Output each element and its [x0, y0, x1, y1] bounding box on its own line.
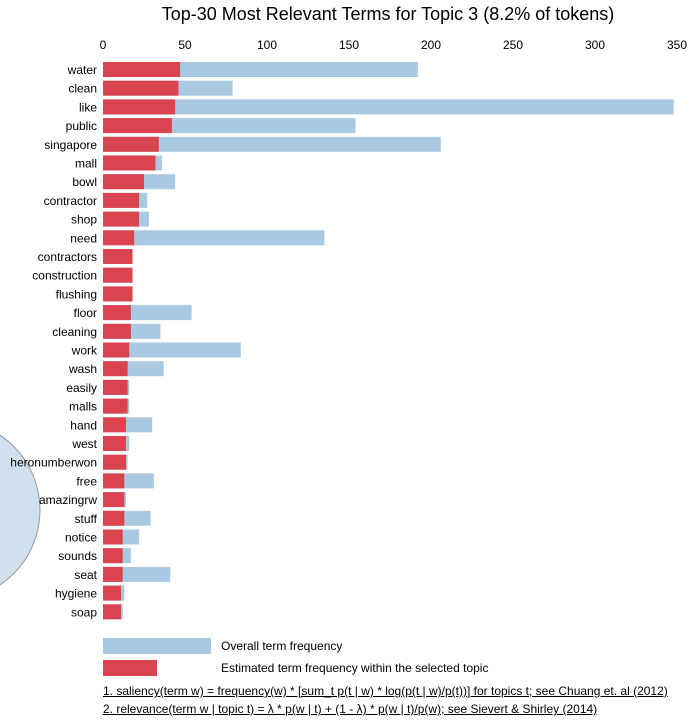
term-label-clean[interactable]: clean: [68, 82, 97, 96]
x-tick-label: 50: [178, 38, 192, 52]
legend-swatch-overall: [103, 638, 211, 654]
x-tick-label: 350: [667, 38, 687, 52]
legend-label-overall: Overall term frequency: [221, 639, 342, 653]
term-label-seat[interactable]: seat: [74, 568, 97, 582]
term-label-singapore[interactable]: singapore: [44, 138, 97, 152]
x-tick-label: 100: [257, 38, 277, 52]
bar-overall-singapore[interactable]: [103, 136, 441, 152]
x-tick-label: 250: [503, 38, 523, 52]
bar-topic-malls[interactable]: [103, 398, 128, 414]
bar-topic-floor[interactable]: [103, 305, 131, 321]
bars: [103, 62, 674, 620]
bar-topic-heronumberwon[interactable]: [103, 454, 126, 470]
term-label-hand[interactable]: hand: [70, 418, 97, 432]
bar-topic-need[interactable]: [103, 230, 135, 246]
term-label-soap[interactable]: soap: [71, 605, 97, 619]
bar-overall-need[interactable]: [103, 230, 325, 246]
legend-swatch-topic: [103, 660, 157, 676]
term-label-notice[interactable]: notice: [65, 531, 97, 545]
bar-topic-flushing[interactable]: [103, 286, 133, 302]
bar-topic-notice[interactable]: [103, 529, 123, 545]
topic-circle[interactable]: [0, 420, 41, 600]
bar-topic-work[interactable]: [103, 342, 130, 358]
term-labels: water clean like public singapore mall bowl con…: [10, 63, 98, 619]
bar-topic-soap[interactable]: [103, 604, 122, 620]
bar-topic-stuff[interactable]: [103, 510, 125, 526]
term-label-construction[interactable]: construction: [32, 269, 97, 283]
term-label-stuff[interactable]: stuff: [75, 512, 98, 526]
term-label-west[interactable]: west: [71, 437, 97, 451]
term-label-easily[interactable]: easily: [66, 381, 97, 395]
bar-overall-water[interactable]: [103, 62, 418, 77]
term-label-amazingrw[interactable]: amazingrw: [39, 493, 97, 507]
term-label-like[interactable]: like: [79, 100, 97, 114]
bar-topic-easily[interactable]: [103, 379, 128, 395]
bar-topic-free[interactable]: [103, 473, 125, 489]
term-label-floor[interactable]: floor: [74, 306, 97, 320]
bar-topic-seat[interactable]: [103, 566, 123, 582]
bar-topic-west[interactable]: [103, 436, 126, 451]
x-tick-label: 0: [100, 38, 107, 52]
x-tick-label: 150: [339, 38, 359, 52]
term-label-contractors[interactable]: contractors: [38, 250, 97, 264]
term-label-work[interactable]: work: [71, 344, 98, 358]
bar-topic-cleaning[interactable]: [103, 323, 131, 339]
bar-topic-bowl[interactable]: [103, 174, 144, 190]
bar-topic-mall[interactable]: [103, 155, 156, 171]
bar-topic-construction[interactable]: [103, 267, 133, 283]
bar-overall-like[interactable]: [103, 99, 674, 115]
term-label-heronumberwon[interactable]: heronumberwon: [10, 456, 97, 470]
term-label-need[interactable]: need: [70, 231, 97, 245]
term-label-shop[interactable]: shop: [71, 213, 97, 227]
term-label-cleaning[interactable]: cleaning: [52, 325, 97, 339]
legend-label-topic: Estimated term frequency within the sele…: [221, 661, 488, 675]
chart-title: Top-30 Most Relevant Terms for Topic 3 (…: [162, 4, 615, 24]
bar-topic-clean[interactable]: [103, 80, 179, 96]
x-tick-label: 200: [421, 38, 441, 52]
footnote-saliency[interactable]: 1. saliency(term w) = frequency(w) * [su…: [103, 684, 668, 698]
bar-topic-like[interactable]: [103, 99, 176, 115]
bar-topic-wash[interactable]: [103, 361, 128, 377]
term-label-flushing[interactable]: flushing: [56, 287, 97, 301]
term-label-contractor[interactable]: contractor: [44, 194, 97, 208]
term-label-wash[interactable]: wash: [68, 362, 97, 376]
term-label-water[interactable]: water: [67, 63, 97, 77]
bar-topic-contractor[interactable]: [103, 192, 140, 208]
bar-topic-public[interactable]: [103, 118, 172, 134]
term-label-bowl[interactable]: bowl: [72, 175, 97, 189]
bar-topic-sounds[interactable]: [103, 548, 123, 564]
bar-topic-singapore[interactable]: [103, 136, 159, 152]
bar-topic-contractors[interactable]: [103, 249, 133, 264]
bar-topic-shop[interactable]: [103, 211, 140, 227]
term-label-hygiene[interactable]: hygiene: [55, 587, 97, 601]
x-tick-label: 300: [585, 38, 605, 52]
bar-topic-amazingrw[interactable]: [103, 492, 125, 508]
term-label-public[interactable]: public: [66, 119, 97, 133]
bar-topic-hand[interactable]: [103, 417, 126, 433]
term-label-mall[interactable]: mall: [75, 157, 97, 171]
footnote-relevance[interactable]: 2. relevance(term w | topic t) = λ * p(w…: [103, 702, 598, 716]
bar-overall-work[interactable]: [103, 342, 241, 358]
legend: Overall term frequency Estimated term fre…: [103, 638, 488, 676]
term-label-malls[interactable]: malls: [69, 400, 97, 414]
bar-topic-water[interactable]: [103, 62, 181, 77]
bar-topic-hygiene[interactable]: [103, 585, 122, 601]
term-label-sounds[interactable]: sounds: [58, 549, 97, 563]
term-label-free[interactable]: free: [76, 474, 97, 488]
x-axis: 0 50 100 150 200 250 300 350: [100, 38, 688, 52]
